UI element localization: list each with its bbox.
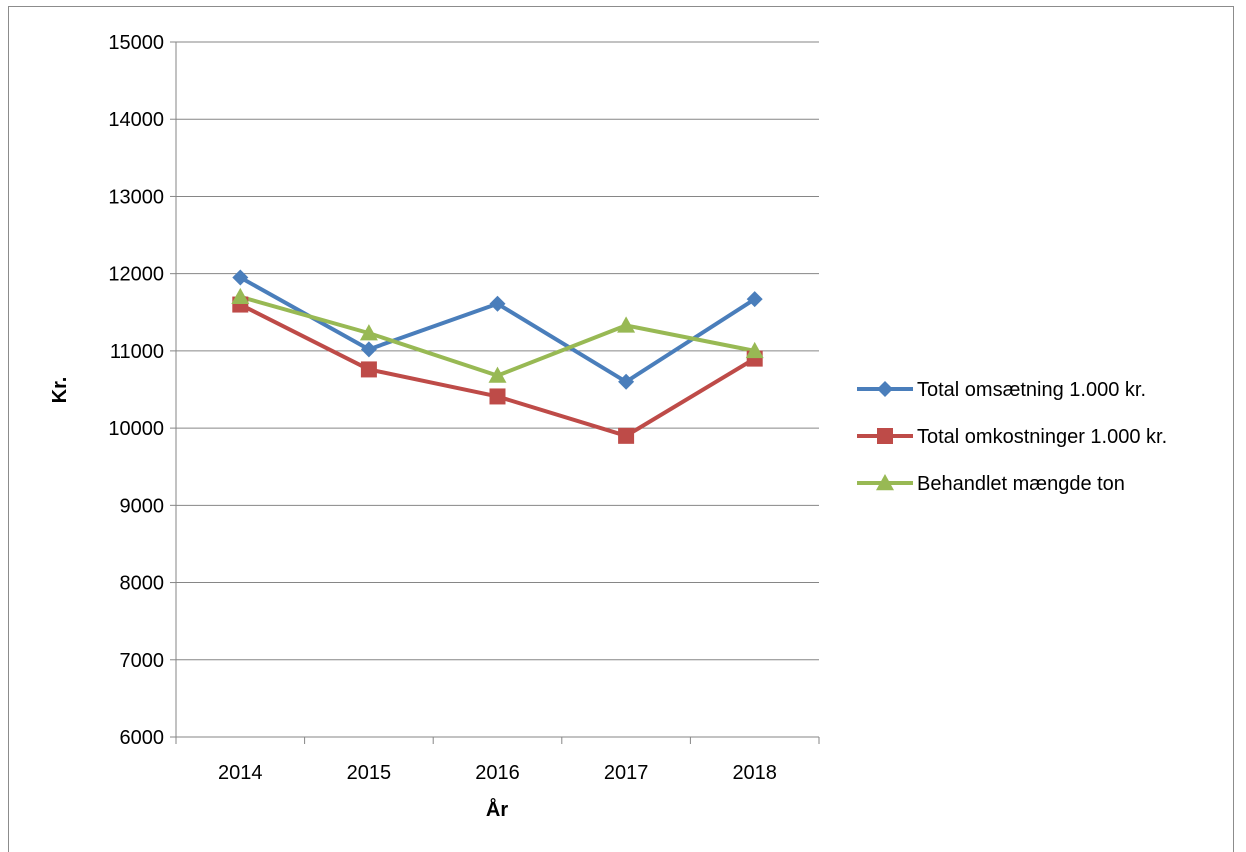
data-point (618, 373, 635, 390)
series-markers (231, 269, 764, 444)
x-tick-label: 2017 (604, 762, 649, 784)
legend-marker (876, 474, 894, 491)
y-tick-label: 8000 (120, 573, 165, 595)
legend: Total omsætning 1.000 kr. Total omkostnin… (857, 379, 1167, 495)
data-point (360, 341, 377, 358)
legend-label: Total omkostninger 1.000 kr. (917, 426, 1167, 448)
y-tick-label: 11000 (110, 341, 164, 363)
axes: 6000 7000 8000 9000 10000 11000 12000 13000 1400… (108, 32, 820, 784)
legend-marker (877, 428, 893, 444)
x-tick-label: 2014 (218, 762, 263, 784)
gridlines (176, 41, 819, 661)
data-point (232, 269, 249, 286)
y-tick-label: 14000 (108, 109, 164, 131)
y-tick-label: 7000 (120, 650, 165, 672)
y-tick-label: 9000 (120, 495, 165, 517)
y-tick-label: 13000 (108, 186, 164, 208)
data-point (489, 388, 506, 405)
data-point (489, 295, 506, 312)
y-tick-label: 12000 (108, 264, 164, 286)
x-tick-label: 2018 (732, 762, 777, 784)
x-tick-label: 2016 (475, 762, 520, 784)
legend-label: Behandlet mængde ton (917, 473, 1125, 495)
legend-label: Total omsætning 1.000 kr. (917, 379, 1146, 401)
data-point (745, 341, 764, 359)
data-point (617, 316, 636, 333)
legend-marker (877, 381, 893, 397)
y-tick-label: 15000 (108, 32, 164, 54)
data-point (488, 366, 507, 383)
data-point (231, 287, 250, 305)
data-point (618, 427, 635, 444)
x-tick-label: 2015 (347, 762, 392, 784)
series-line-1 (239, 275, 756, 384)
x-axis-title: År (486, 797, 508, 821)
y-tick-label: 6000 (120, 727, 165, 749)
data-point (359, 324, 378, 341)
y-axis-title: Kr. (49, 377, 71, 404)
data-point (746, 291, 763, 308)
y-tick-label: 10000 (108, 418, 164, 440)
data-point (360, 361, 377, 378)
